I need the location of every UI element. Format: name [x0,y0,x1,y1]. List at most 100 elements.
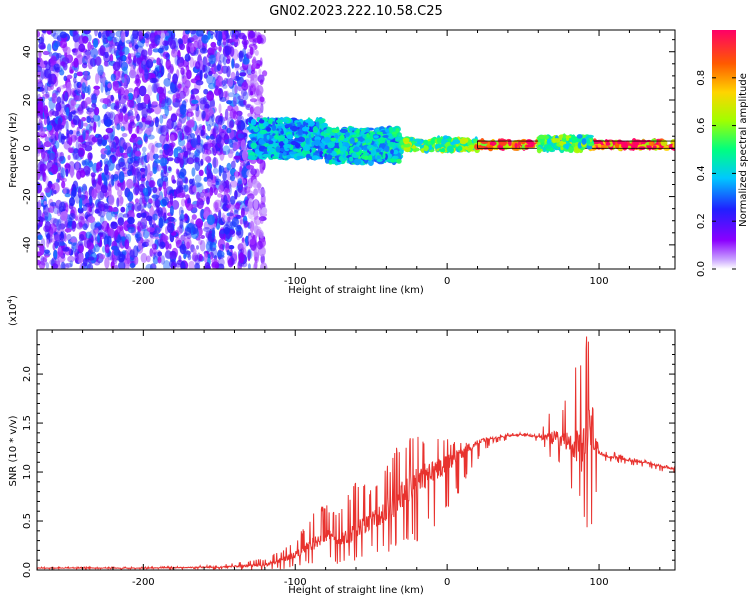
spectrogram-cell [326,149,333,154]
spectrogram-cell [156,124,163,134]
spectrogram-cell [552,138,561,143]
spectrogram-cell [79,149,85,156]
spectrogram-cell [77,135,84,143]
spectrogram-cell [250,69,256,75]
spectrogram-cell [162,181,167,190]
spectrogram-cell [586,134,594,138]
spectrogram-cell [660,139,668,147]
spectrogram-cell [140,217,148,229]
spectrogram-x-label: Height of straight line (km) [288,285,424,296]
spectrogram-cell [37,124,41,131]
spectrogram-cell [292,148,300,152]
spectrogram-cell [51,92,57,104]
spectrogram-cell [308,120,315,127]
spectrogram-cell [385,128,389,133]
spectrogram-cell [207,30,211,40]
spectrogram-cell [238,32,246,40]
spectrogram-cell [111,207,119,213]
spectrogram-cell [132,142,138,154]
spectrogram-cell [251,58,257,65]
spectrogram-cell [39,144,45,151]
spectrogram-cell [240,241,247,250]
spectrogram-cell [45,175,49,185]
spectrogram-cell [91,187,98,199]
spectrogram-cell [562,133,566,140]
spectrogram-cell [64,91,69,103]
spectrogram-cell [142,59,146,65]
spectrogram-cell [213,88,221,96]
spectrogram-cell [530,141,535,148]
spectrogram-cell [89,141,93,148]
spectrogram-cell [51,110,60,117]
spectrogram-cell [47,73,52,86]
spectrogram-cell [330,137,337,142]
spectrogram-cell [334,134,339,139]
spectrogram-cell [357,140,361,146]
spectrogram-cell [82,223,88,231]
spectrogram-cell [127,191,134,202]
spectrogram-cell [108,194,115,206]
spectrogram-cell [201,34,209,44]
spectrogram-cell [38,50,42,58]
spectrogram-cell [247,149,253,153]
spectrogram-cell [113,249,121,256]
spectrogram-cell [436,138,442,144]
spectrogram-cell [66,81,72,90]
colorbar-tick-label: 0.8 [696,70,707,86]
spectrogram-cell [372,138,380,142]
spectrogram-cell [37,30,41,38]
spectrogram-cell [87,256,95,261]
spectrogram-cell [67,154,71,161]
spectrogram-cell [81,117,87,122]
spectrogram-cell [97,190,105,201]
spectrogram-cell [429,144,432,151]
spectrogram-cell [198,254,203,262]
spectrogram-cell [93,121,97,133]
spectrogram-cell [110,148,116,153]
spectrogram-cell [154,197,161,208]
spectrogram-cell [138,85,147,97]
spectrogram-cell [277,125,283,129]
spectrogram-cell [382,152,386,159]
spectrogram-cell [333,148,339,152]
spectrogram-cell [126,252,131,265]
spectrogram-cell [295,143,301,149]
spectrogram-cell [53,234,61,241]
spectrogram-cell [229,174,236,182]
y-tick-label: 0.5 [22,513,33,529]
spectrogram-cell [93,38,99,48]
spectrogram-cell [127,99,135,108]
spectrogram-cell [69,197,75,207]
spectrogram-cell [247,155,254,160]
spectrogram-cell [223,77,229,85]
spectrogram-cell [96,221,101,227]
spectrogram-cell [109,140,115,150]
spectrogram-cell [41,30,47,34]
spectrogram-cell [256,105,264,113]
spectrogram-cell [63,188,67,195]
spectrogram-cell [142,199,147,205]
spectrogram-cell [160,65,165,76]
spectrogram-cell [116,197,120,208]
spectrogram-cell [133,245,139,258]
spectrogram-cell [110,94,114,102]
spectrogram-cell [226,249,231,256]
spectrogram-cell [84,86,90,94]
spectrogram-cell [234,170,239,179]
spectrogram-cell [120,126,126,132]
spectrogram-cell [196,182,204,194]
spectrogram-cell [92,114,101,122]
spectrogram-cell [225,58,231,64]
colorbar-label: Normalized spectral amplitude [738,73,749,227]
spectrogram-cell [103,60,109,67]
spectrogram-cell [297,128,303,136]
spectrogram-cell [195,79,204,86]
spectrogram-cell [353,146,360,153]
spectrogram-cell [216,64,221,72]
spectrogram-cell [37,259,41,266]
spectrogram-cell [61,63,67,68]
spectrogram-cell [39,164,44,175]
spectrogram-cell [152,153,159,160]
spectrogram-cell [200,129,204,137]
